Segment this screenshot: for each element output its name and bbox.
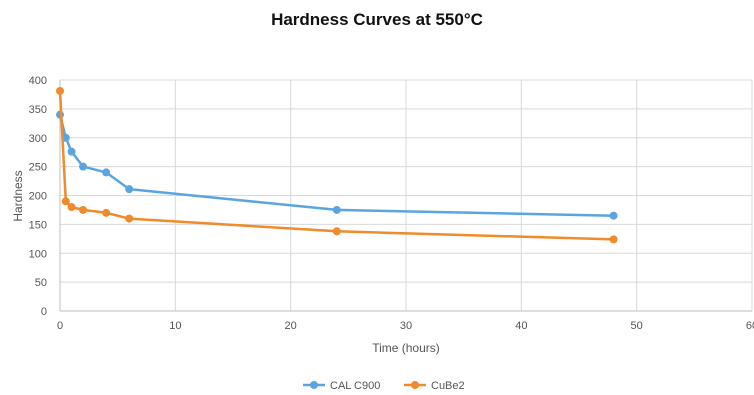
data-point-cal-c900: [79, 162, 88, 171]
x-tick-label: 10: [169, 320, 181, 332]
legend-swatch-marker: [310, 381, 318, 389]
x-tick-label: 50: [631, 320, 643, 332]
x-tick-label: 20: [285, 320, 297, 332]
series-cube2: [56, 86, 618, 244]
legend-item-cal-c900: CAL C900: [303, 380, 380, 392]
data-point-cube2: [56, 86, 64, 95]
y-tick-label: 200: [29, 191, 47, 203]
data-point-cal-c900: [609, 211, 618, 220]
series-line-cube2: [58, 90, 614, 241]
data-point-cal-c900: [67, 147, 76, 156]
y-tick-label: 400: [29, 75, 47, 87]
legend: CAL C900 CuBe2: [303, 380, 465, 392]
legend-item-cube2: CuBe2: [404, 380, 465, 392]
tick-labels: 0 50 100 150 200 250 300 350 400 0 10 20 30 40 50 60: [29, 75, 754, 332]
y-tick-label: 300: [29, 133, 47, 145]
series-lines: [56, 86, 618, 244]
data-point-cal-c900: [332, 205, 341, 214]
series-cal-c900: [56, 110, 618, 220]
y-tick-label: 50: [35, 277, 47, 289]
x-tick-label: 40: [515, 320, 527, 332]
data-point-cube2: [609, 235, 618, 244]
data-point-cube2: [332, 227, 341, 236]
data-point-cal-c900: [102, 168, 111, 177]
y-axis-title: Hardness: [11, 170, 25, 221]
data-point-cube2: [125, 214, 134, 223]
x-tick-label: 0: [57, 320, 63, 332]
x-tick-label: 30: [400, 320, 412, 332]
data-point-cube2: [67, 203, 76, 212]
y-tick-label: 250: [29, 162, 47, 174]
y-tick-label: 0: [41, 306, 47, 318]
y-tick-label: 350: [29, 104, 47, 116]
legend-label: CAL C900: [330, 380, 380, 392]
data-point-cube2: [79, 205, 88, 214]
y-tick-label: 100: [29, 248, 47, 260]
data-point-cube2: [61, 197, 70, 206]
series-line-cal-c900: [58, 114, 614, 217]
x-tick-label: 60: [746, 320, 754, 332]
y-tick-label: 150: [29, 219, 47, 231]
data-point-cal-c900: [125, 185, 134, 194]
legend-label: CuBe2: [431, 380, 465, 392]
chart-title: Hardness Curves at 550°C: [271, 10, 483, 29]
legend-swatch-marker: [411, 381, 419, 389]
data-point-cube2: [102, 208, 111, 217]
grid-lines: [60, 79, 753, 311]
x-axis-title: Time (hours): [372, 341, 440, 355]
